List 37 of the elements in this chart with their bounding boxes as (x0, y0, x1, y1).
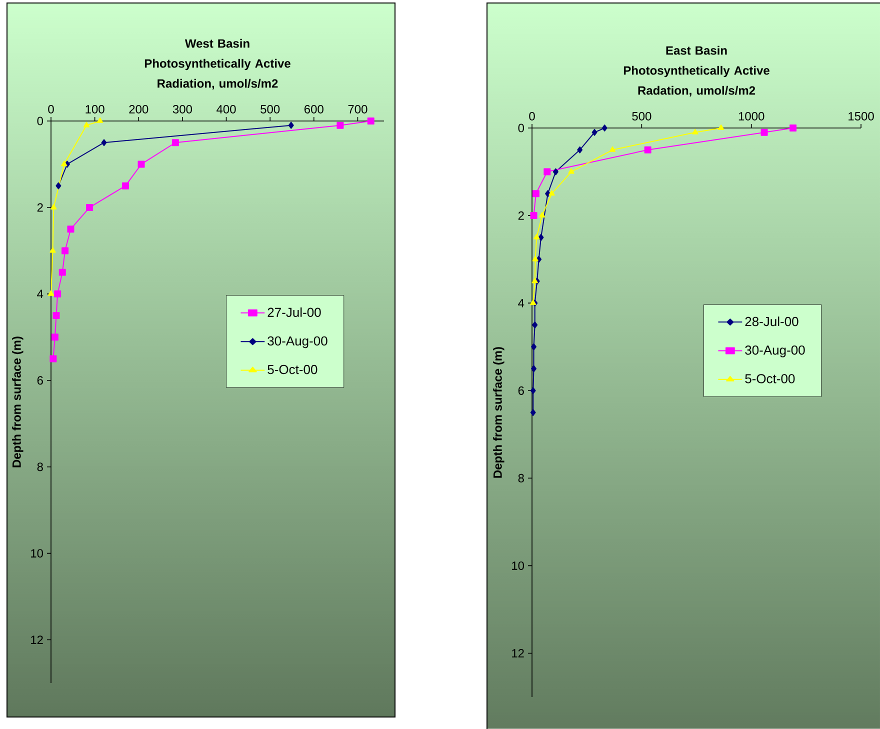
x-tick-label: 0 (529, 112, 535, 120)
x-tick-label: 700 (348, 104, 368, 114)
y-tick-label: 12 (512, 649, 524, 658)
chart-subtitle: Photosynthetically Active Radation, umol/s/m2 (624, 66, 770, 96)
y-tick-label: 2 (518, 211, 524, 220)
chart-subtitle: Photosynthetically Active Radiation, umol/s/m2 (144, 58, 290, 90)
y-tick-label: 12 (31, 636, 43, 644)
y-tick-label: 10 (31, 549, 44, 558)
y-tick-label: 0 (518, 124, 524, 132)
y-tick-label: 4 (518, 298, 524, 308)
x-tick-label: 100 (86, 104, 104, 114)
y-tick-label: 6 (37, 376, 43, 385)
y-tick-label: 10 (512, 561, 524, 570)
chart-title: East Basin (666, 46, 727, 55)
y-tick-label: 2 (37, 203, 43, 212)
y-tick-label: 6 (518, 386, 524, 395)
legend-label: 5-Oct-00 (745, 374, 795, 384)
x-tick-label: 1000 (738, 112, 764, 120)
x-tick-label: 200 (129, 104, 148, 114)
x-tick-label: 500 (260, 104, 280, 114)
y-tick-label: 8 (518, 474, 524, 482)
legend-label: 27-Jul-00 (268, 307, 321, 317)
x-tick-label: 0 (48, 104, 54, 114)
y-axis-title: Depth from surface (m) (12, 336, 24, 468)
legend-label: 28-Jul-00 (745, 316, 798, 326)
x-tick-label: 300 (172, 104, 192, 114)
legend-label: 30-Aug-00 (745, 346, 805, 358)
x-tick-label: 600 (304, 104, 324, 114)
chart-title: West Basin (184, 38, 250, 48)
y-tick-label: 8 (37, 462, 43, 472)
y-axis-title: Depth from surface (m) (493, 347, 504, 478)
x-tick-label: 1500 (848, 112, 874, 120)
x-tick-label: 500 (632, 112, 652, 120)
legend-label: 30-Aug-00 (268, 336, 328, 348)
legend-label: 5-Oct-00 (268, 364, 318, 374)
x-tick-label: 400 (216, 104, 236, 114)
y-tick-label: 4 (37, 290, 44, 298)
